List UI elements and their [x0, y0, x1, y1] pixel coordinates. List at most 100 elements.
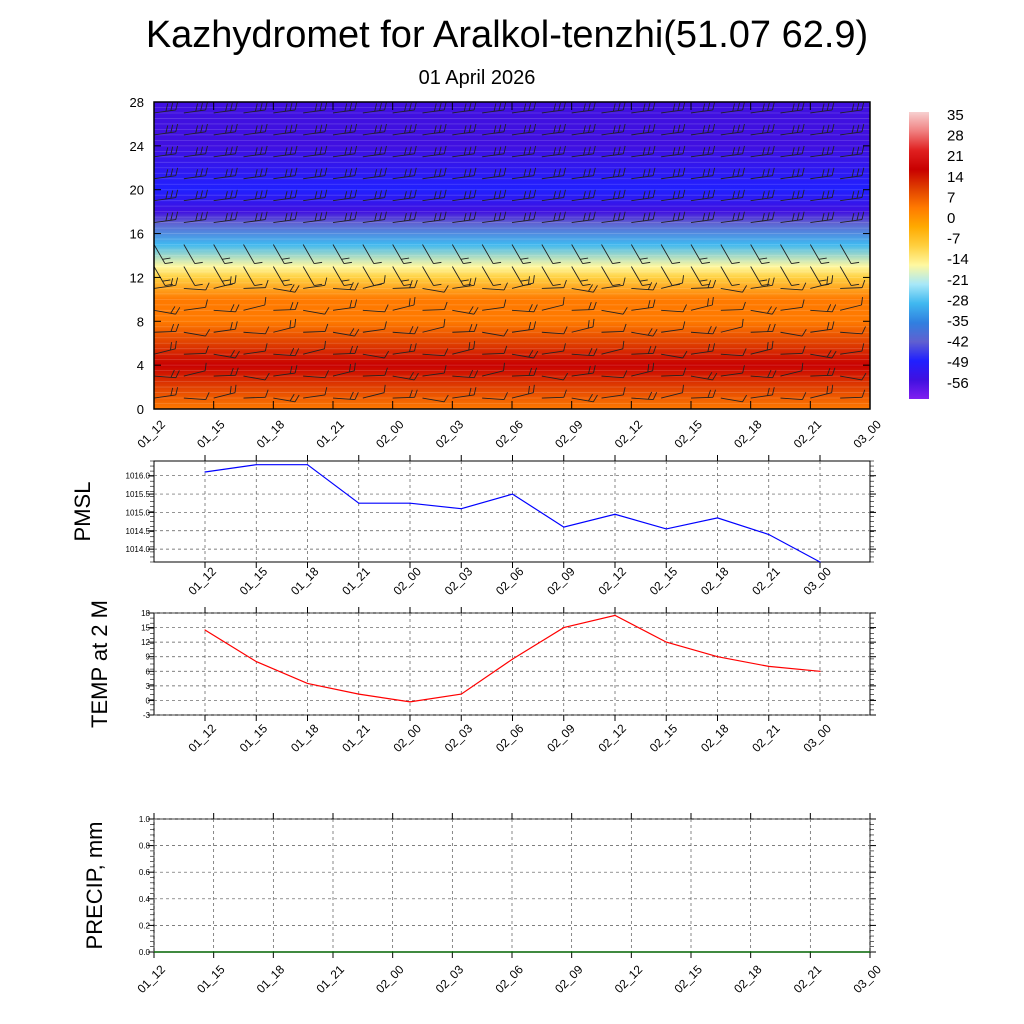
- wind-barb-shaft: [601, 153, 624, 158]
- wind-barb: [750, 167, 775, 180]
- wind-barb-flag: [284, 261, 293, 265]
- wind-barb-flag: [826, 276, 829, 285]
- wind-barb-shaft: [660, 266, 673, 286]
- wind-barb-flag: [194, 261, 203, 265]
- wind-barb-shaft: [690, 197, 713, 202]
- wind-barb-shaft: [452, 197, 475, 202]
- wind-barb: [810, 350, 837, 359]
- wind-barb: [720, 285, 748, 293]
- wind-barb-flag: [289, 102, 293, 111]
- wind-barb-shaft: [422, 197, 445, 202]
- wind-barb-flag: [652, 362, 655, 371]
- wind-barb-shaft: [452, 109, 475, 114]
- wind-barb-flag: [831, 321, 835, 330]
- wind-barb: [631, 391, 658, 401]
- wind-barb: [809, 266, 830, 286]
- wind-barb-flag: [463, 125, 467, 134]
- wind-barb-flag: [523, 169, 527, 178]
- x-tick-label: 02_00: [373, 962, 407, 996]
- wind-barb-shaft: [362, 309, 385, 313]
- wind-barb-shaft: [243, 244, 255, 264]
- y-tick-label: 0.2: [139, 921, 151, 930]
- wind-barb: [720, 123, 745, 136]
- wind-barb-flag: [294, 211, 298, 220]
- wind-barb-flag: [593, 123, 596, 132]
- wind-barb-shaft: [750, 131, 773, 136]
- wind-barb-flag: [468, 306, 474, 314]
- wind-barb: [303, 189, 328, 202]
- y-tick-label: 0: [137, 402, 144, 417]
- wind-barb-flag: [707, 371, 713, 380]
- wind-barb-flag: [522, 283, 531, 286]
- wind-barb-flag: [230, 102, 233, 111]
- wind-barb-shaft: [452, 394, 475, 399]
- wind-barb-flag: [552, 283, 561, 286]
- wind-barb-flag: [230, 146, 233, 155]
- wind-barb-shaft: [631, 397, 654, 401]
- wind-barb-flag: [344, 169, 348, 178]
- wind-barb-flag: [379, 212, 382, 221]
- wind-barb-flag: [349, 282, 354, 290]
- wind-barb-shaft: [482, 287, 505, 291]
- wind-barb-flag: [642, 147, 646, 156]
- wind-barb-flag: [622, 102, 626, 111]
- wind-barb-flag: [314, 213, 318, 222]
- wind-barb-flag: [230, 190, 233, 199]
- wind-barb-flag: [265, 389, 269, 398]
- wind-barb-shaft: [243, 331, 266, 335]
- wind-barb: [213, 189, 238, 202]
- wind-barb-flag: [314, 125, 318, 134]
- wind-barb-flag: [294, 365, 298, 374]
- wind-barb-flag: [762, 213, 765, 222]
- wind-barb: [571, 365, 596, 377]
- wind-barb: [302, 266, 323, 286]
- wind-barb-flag: [343, 261, 352, 265]
- wind-barb-flag: [235, 304, 240, 313]
- wind-barb-flag: [702, 147, 706, 156]
- wind-barb: [869, 354, 870, 355]
- wind-barb-shaft: [601, 348, 623, 355]
- wind-barb-shaft: [541, 244, 554, 264]
- wind-barb-shaft: [601, 197, 624, 202]
- wind-barb-flag: [383, 384, 386, 393]
- wind-barb-flag: [414, 189, 417, 198]
- wind-barb-shaft: [452, 153, 475, 158]
- colorbar-label: 28: [947, 128, 964, 145]
- wind-barb-flag: [528, 385, 530, 394]
- wind-barb: [481, 244, 502, 265]
- wind-barb: [332, 391, 359, 401]
- wind-barb-flag: [235, 102, 238, 111]
- wind-barb-flag: [892, 168, 894, 176]
- wind-barb-flag: [622, 277, 626, 286]
- wind-barb-shaft: [631, 153, 654, 158]
- wind-barb-flag: [772, 189, 775, 198]
- wind-barb-flag: [349, 345, 354, 354]
- wind-barb: [839, 244, 860, 265]
- wind-barb-shaft: [362, 131, 385, 136]
- wind-barb-shaft: [631, 352, 654, 355]
- wind-barb-shaft: [452, 175, 475, 180]
- wind-barb-flag: [165, 103, 169, 112]
- wind-barb: [273, 102, 298, 114]
- wind-barb-flag: [818, 257, 827, 260]
- wind-barb: [780, 282, 807, 291]
- wind-barb-flag: [170, 212, 174, 221]
- data-point: [204, 629, 206, 631]
- wind-barb-flag: [354, 211, 358, 220]
- wind-barb-flag: [175, 323, 180, 332]
- wind-barb-flag: [701, 261, 710, 265]
- wind-barb-shaft: [780, 175, 803, 180]
- wind-barb-shaft: [392, 175, 415, 180]
- wind-barb-shaft: [213, 282, 236, 289]
- wind-barb: [601, 167, 626, 180]
- wind-barb-flag: [856, 168, 860, 177]
- wind-barb-flag: [831, 384, 834, 393]
- wind-barb-shaft: [810, 353, 833, 359]
- y-tick-label: 1015.0: [126, 508, 151, 517]
- wind-barb-shaft: [780, 131, 803, 136]
- wind-barb-flag: [409, 326, 414, 334]
- wind-barb-shaft: [571, 266, 584, 286]
- wind-barb-shaft: [810, 309, 833, 313]
- wind-barb-shaft: [571, 109, 594, 114]
- wind-barb-flag: [162, 257, 171, 260]
